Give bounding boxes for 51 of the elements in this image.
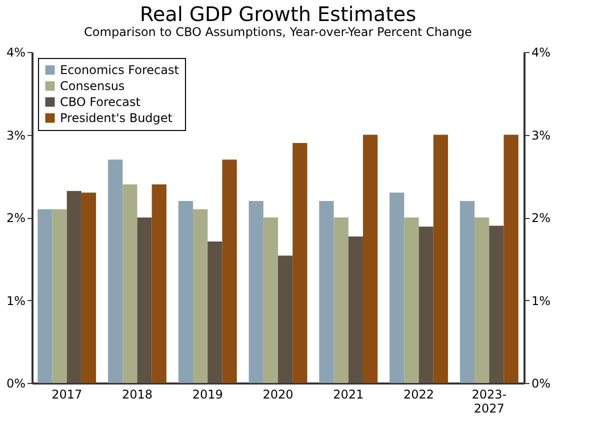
chart-title: Real GDP Growth Estimates (140, 2, 416, 26)
y-tick-label: 2% (6, 211, 26, 225)
bar (460, 200, 475, 383)
y2-tick-label: 0% (532, 376, 551, 390)
x-tick-label: 2020 (262, 388, 294, 402)
bar (248, 200, 264, 383)
x-tick-label: 2021 (333, 388, 364, 402)
legend-label: Consensus (60, 79, 125, 93)
x-tick-label: 2023-2027 (472, 388, 507, 416)
legend-label: CBO Forecast (60, 95, 141, 109)
bar (418, 226, 434, 383)
bar (319, 200, 334, 383)
y-tick-label: 0% (6, 376, 26, 390)
y2-tick-label: 1% (532, 294, 551, 308)
x-tick-label: 2018 (122, 388, 152, 402)
bar (178, 200, 194, 383)
bar (122, 184, 138, 383)
bar (66, 191, 82, 383)
bar (263, 218, 278, 383)
y-tick-label: 4% (6, 46, 26, 60)
legend-label: Economics Forecast (60, 63, 180, 77)
bar (81, 192, 96, 383)
y-tick-label: 1% (6, 294, 26, 308)
bar (489, 226, 504, 383)
bar (292, 143, 308, 383)
bar (433, 134, 448, 383)
bar (193, 209, 208, 383)
bar (222, 160, 237, 383)
bar (52, 209, 67, 383)
x-tick-label: 2017 (52, 388, 82, 402)
bar (152, 184, 166, 383)
bar (137, 218, 152, 383)
bar (404, 218, 419, 383)
bar (38, 209, 52, 383)
legend-label: President's Budget (60, 111, 173, 125)
bar (348, 236, 363, 383)
x-tick-label: 2022 (404, 388, 434, 402)
y2-tick-label: 4% (532, 46, 551, 60)
y-tick-label: 3% (6, 128, 26, 142)
bar (474, 218, 490, 383)
bar (362, 134, 378, 383)
bar (108, 160, 123, 383)
bar (504, 134, 518, 383)
y2-tick-label: 3% (532, 128, 551, 142)
x-tick-label: 2019 (192, 388, 223, 402)
bar (390, 192, 404, 383)
chart-subtitle: Comparison to CBO Assumptions, Year-over-Year Percent Change (84, 25, 472, 39)
bar (208, 242, 222, 383)
bar (278, 256, 293, 383)
y2-tick-label: 2% (532, 211, 551, 225)
bar (334, 218, 348, 383)
